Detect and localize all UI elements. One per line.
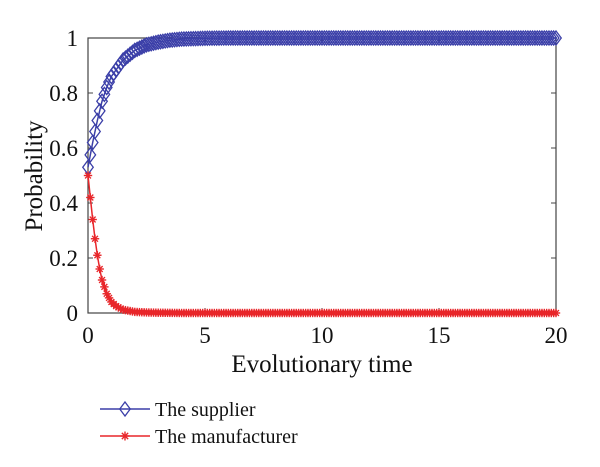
data-point — [97, 275, 107, 285]
data-point — [90, 234, 100, 243]
data-point — [86, 193, 95, 202]
data-point — [86, 134, 99, 151]
legend-label: The supplier — [155, 399, 256, 421]
data-point — [112, 58, 125, 75]
plot-frame — [87, 37, 557, 314]
y-tick-label: 0.4 — [49, 191, 78, 216]
legend-item: The manufacturer — [100, 426, 298, 448]
data-point — [145, 35, 158, 52]
data-point — [95, 264, 104, 274]
y-axis: 0 0.2 0.4 0.6 0.8 1 — [49, 26, 556, 326]
data-point — [105, 68, 118, 85]
series-supplier — [81, 29, 563, 176]
y-tick-label: 0 — [67, 301, 79, 326]
data-point — [549, 29, 563, 47]
data-point — [551, 308, 561, 318]
y-tick-label: 0.6 — [49, 136, 78, 161]
y-tick-label: 0.2 — [49, 246, 78, 271]
data-point — [154, 33, 167, 50]
data-point — [110, 61, 123, 78]
legend-marker — [118, 400, 132, 418]
legend: The supplier The manufacturer — [100, 399, 298, 448]
data-point — [128, 42, 141, 59]
x-axis-title: Evolutionary time — [231, 351, 412, 378]
data-point — [156, 33, 169, 50]
data-point — [93, 102, 106, 119]
legend-label: The manufacturer — [155, 426, 298, 448]
data-point — [149, 34, 162, 51]
data-point — [131, 41, 144, 58]
y-tick-label: 1 — [67, 26, 79, 51]
x-tick-label: 10 — [311, 323, 334, 348]
series-line — [87, 175, 556, 314]
data-point — [100, 282, 109, 292]
data-point — [138, 37, 151, 55]
data-point — [93, 251, 102, 260]
data-point — [88, 123, 102, 140]
data-point — [545, 29, 558, 47]
data-point — [88, 215, 97, 224]
data-point — [121, 48, 134, 65]
data-point — [91, 112, 104, 129]
data-point — [547, 29, 560, 47]
x-tick-label: 5 — [199, 323, 211, 348]
data-point — [114, 55, 127, 72]
data-point — [83, 171, 93, 180]
legend-item: The supplier — [100, 399, 256, 421]
data-point — [119, 49, 132, 67]
plot-area: 0 0.2 0.4 0.6 0.8 1 0 5 10 15 20 — [49, 26, 567, 348]
legend-marker — [120, 431, 130, 441]
data-point — [100, 79, 113, 96]
x-tick-label: 20 — [545, 323, 568, 348]
series-line — [87, 37, 556, 168]
data-point — [117, 51, 130, 69]
x-axis: 0 5 10 15 20 — [82, 38, 568, 348]
data-point — [135, 38, 148, 56]
y-axis-title: Probability — [21, 120, 48, 232]
series-manufacturer — [83, 171, 561, 318]
y-tick-label: 0.8 — [49, 81, 78, 106]
data-point — [152, 34, 165, 51]
data-point — [147, 35, 160, 52]
data-point — [133, 40, 146, 57]
series-layer — [81, 29, 563, 318]
x-tick-label: 0 — [82, 323, 94, 348]
x-tick-label: 15 — [428, 323, 451, 348]
data-point — [107, 65, 120, 82]
data-point — [84, 146, 97, 163]
